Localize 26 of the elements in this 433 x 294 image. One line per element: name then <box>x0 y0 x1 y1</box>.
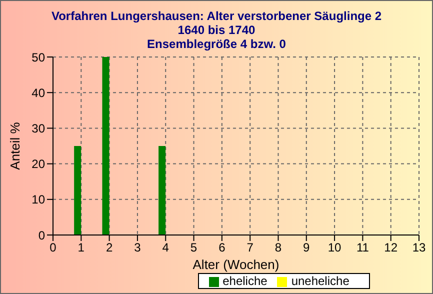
x-tick-label: 4 <box>162 240 170 255</box>
x-tick-label: 10 <box>328 240 342 255</box>
x-tick-label: 0 <box>50 240 57 255</box>
x-axis-title: Alter (Wochen) <box>192 257 280 272</box>
x-tick-label: 1 <box>78 240 85 255</box>
x-tick-label: 6 <box>218 240 226 255</box>
y-tick-label: 40 <box>32 86 46 100</box>
y-tick-label: 0 <box>38 228 46 242</box>
x-tick-label: 3 <box>134 240 142 255</box>
x-tick-label: 13 <box>412 240 426 255</box>
chart-subtitle: 1640 bis 1740 Ensemblegröße 4 bzw. 0 <box>146 23 287 51</box>
x-tick-label: 11 <box>356 240 370 255</box>
chart-title: Vorfahren Lungershausen: Alter verstorbener Säuglinge 2 <box>50 9 383 23</box>
y-tick-label: 50 <box>32 50 46 64</box>
x-tick-label: 12 <box>384 240 398 255</box>
x-tick-label: 9 <box>303 240 310 255</box>
legend-label: uneheliche <box>291 274 350 288</box>
x-tick-label: 7 <box>246 240 254 255</box>
x-tick-label: 5 <box>190 240 198 255</box>
y-tick-label: 20 <box>32 157 46 172</box>
legend-label: eheliche <box>222 274 268 288</box>
x-tick-label: 8 <box>274 240 282 255</box>
y-tick-label: 30 <box>32 121 46 136</box>
y-axis-title: Anteil % <box>8 122 23 170</box>
x-tick-label: 2 <box>106 240 113 255</box>
y-tick-label: 10 <box>32 192 46 207</box>
